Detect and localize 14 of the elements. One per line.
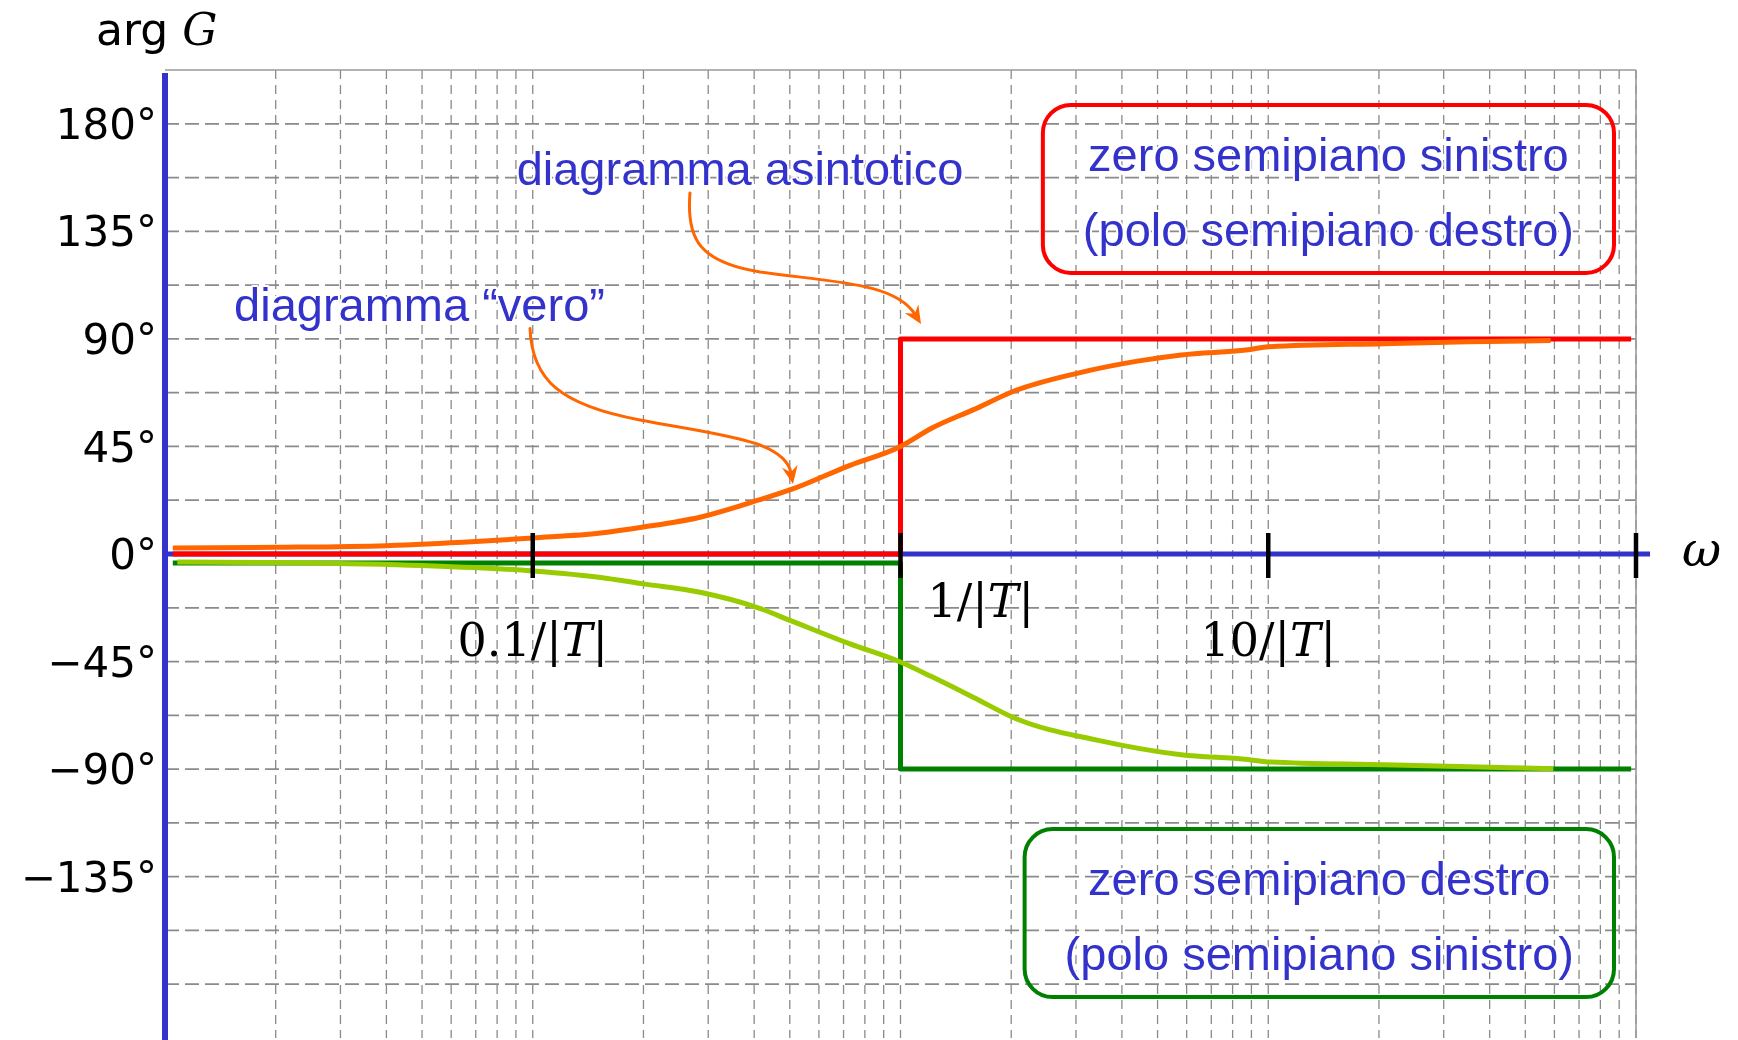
y-tick-label: 0° <box>109 530 157 580</box>
y-axis-title: arg G <box>96 4 218 55</box>
y-tick-label: 90° <box>82 315 157 365</box>
annotation: diagramma “vero” <box>234 277 605 331</box>
y-tick-label: 45° <box>82 422 157 472</box>
x-tick-label: 0.1/|T| <box>457 613 608 667</box>
x-tick-label: 10/|T| <box>1200 613 1337 667</box>
annotation: 1/|T| <box>927 574 1034 628</box>
y-tick-label: −90° <box>47 745 157 795</box>
y-tick-label: 135° <box>55 207 157 257</box>
y-tick-label: 180° <box>55 99 157 149</box>
x-axis-title: ω <box>1682 521 1722 577</box>
y-tick-label: −135° <box>20 852 157 902</box>
y-tick-label: −45° <box>47 637 157 687</box>
